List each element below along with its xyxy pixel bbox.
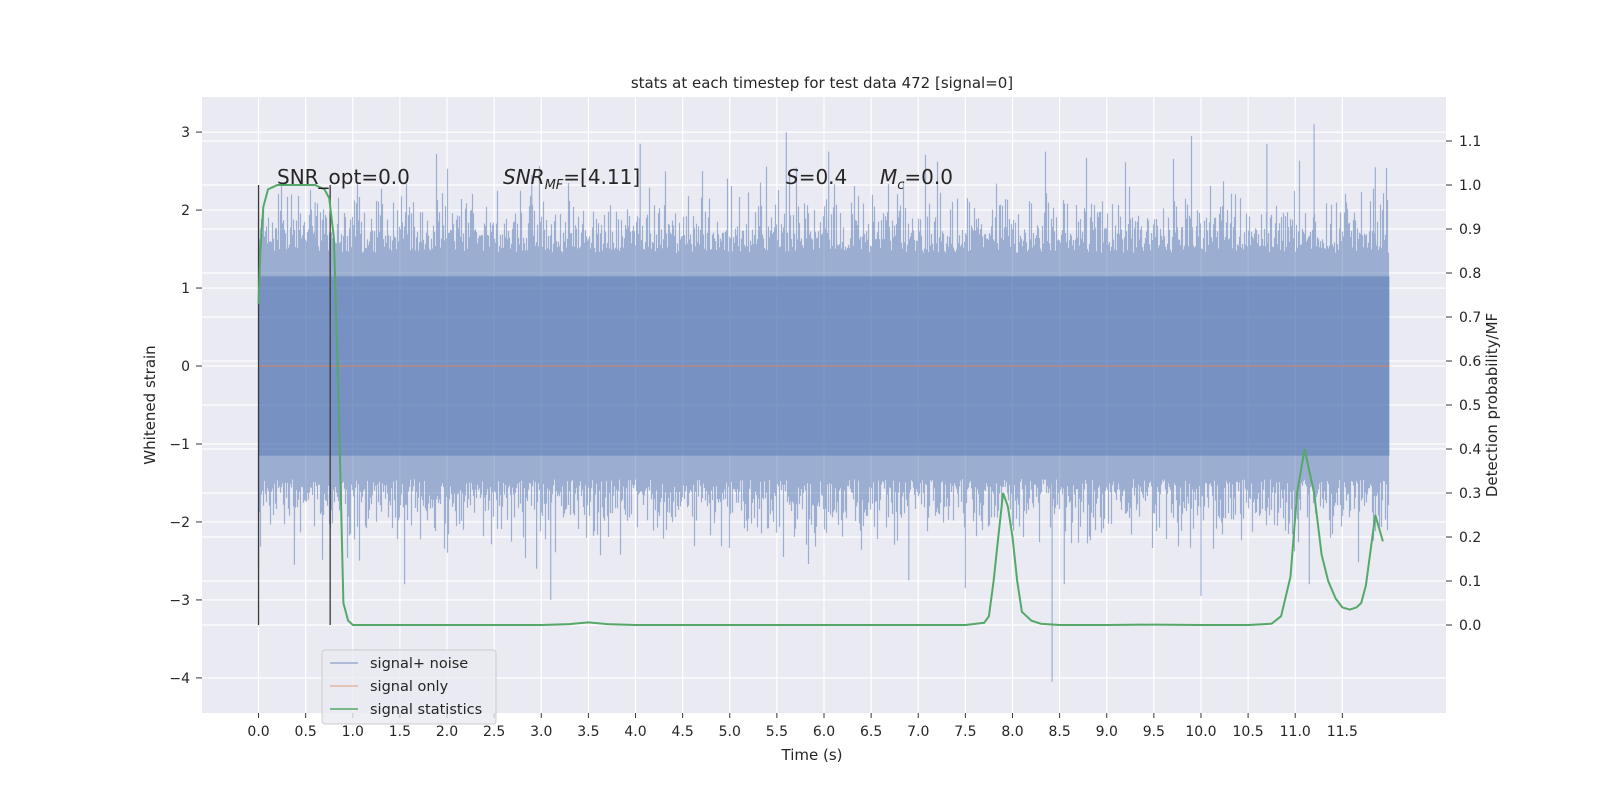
x-tick-label: 4.0 — [624, 724, 646, 740]
x-tick-label: 2.0 — [436, 724, 458, 740]
legend-label-signal-noise: signal+ noise — [370, 656, 468, 672]
legend-label-signal-only: signal only — [370, 679, 449, 695]
x-tick-label: 7.0 — [907, 724, 929, 740]
vertical-markers — [257, 185, 331, 625]
y-tick-label: −3 — [169, 593, 190, 609]
legend-box — [321, 649, 497, 725]
y-tick-label: −1 — [169, 437, 190, 453]
y-tick-label: 0 — [181, 359, 190, 375]
annotation-snr-opt: SNR_opt=0.0 — [277, 165, 410, 189]
y-tick-label: −2 — [169, 515, 190, 531]
y-right-tick-label: 0.4 — [1459, 442, 1481, 458]
y-right-tick-label: 0.9 — [1459, 222, 1481, 238]
x-tick-label: 11.5 — [1327, 724, 1358, 740]
x-tick-label: 3.5 — [577, 724, 599, 740]
annotation-mc: Mc=0.0 — [880, 165, 953, 193]
x-tick-label: 8.5 — [1048, 724, 1070, 740]
y-right-axis-ticks: 0.0 0.1 0.2 0.3 0.4 0.5 0.6 0.7 0.8 0.9 1.0 1.1 — [1446, 134, 1481, 634]
chart-title: stats at each timestep for test data 472… — [631, 74, 1013, 92]
x-tick-label: 7.5 — [954, 724, 976, 740]
y-right-tick-label: 1.0 — [1459, 178, 1481, 194]
x-tick-label: 4.5 — [672, 724, 694, 740]
x-tick-label: 10.0 — [1185, 724, 1216, 740]
annotation-s: S=0.4 — [786, 165, 847, 189]
y-right-tick-label: 0.7 — [1459, 310, 1481, 326]
y-right-tick-label: 0.3 — [1459, 486, 1481, 502]
x-axis-label: Time (s) — [781, 746, 843, 764]
y-right-axis-label: Detection probability/MF — [1483, 313, 1501, 497]
annotation-s-value: =0.4 — [799, 165, 848, 189]
x-tick-label: 0.0 — [247, 724, 269, 740]
x-tick-label: 1.5 — [389, 724, 411, 740]
annotation-mc-value: =0.0 — [904, 165, 953, 189]
y-right-tick-label: 0.2 — [1459, 530, 1481, 546]
annotation-snr-mf-value: =[4.11] — [563, 165, 640, 189]
annotation-snr-mf-symbol: SNR — [503, 165, 545, 189]
signal-statistics-line — [257, 184, 1384, 626]
y-tick-label: 1 — [181, 281, 190, 297]
x-tick-label: 9.5 — [1143, 724, 1165, 740]
y-right-tick-label: 0.1 — [1459, 574, 1481, 590]
annotation-s-symbol: S — [786, 165, 799, 189]
x-tick-label: 0.5 — [295, 724, 317, 740]
y-right-tick-label: 0.0 — [1459, 618, 1481, 634]
x-tick-label: 1.0 — [342, 724, 364, 740]
y-axis-ticks: −4 −3 −2 −1 0 1 2 3 — [169, 125, 202, 687]
x-tick-label: 6.5 — [860, 724, 882, 740]
y-right-tick-label: 0.5 — [1459, 398, 1481, 414]
legend-label-signal-statistics: signal statistics — [370, 702, 482, 718]
x-tick-label: 5.0 — [719, 724, 741, 740]
x-tick-label: 11.0 — [1280, 724, 1311, 740]
x-tick-label: 3.0 — [530, 724, 552, 740]
x-tick-label: 10.5 — [1233, 724, 1264, 740]
x-tick-label: 9.0 — [1096, 724, 1118, 740]
x-tick-label: 8.0 — [1001, 724, 1023, 740]
y-right-tick-label: 0.6 — [1459, 354, 1481, 370]
y-axis-label: Whitened strain — [141, 345, 159, 464]
y-tick-label: 2 — [181, 203, 190, 219]
y-tick-label: 3 — [181, 125, 190, 141]
y-tick-label: −4 — [169, 671, 190, 687]
annotation-mc-subscript: c — [897, 178, 904, 193]
annotation-snr-mf: SNRMF=[4.11] — [503, 165, 640, 193]
y-right-tick-label: 1.1 — [1459, 134, 1481, 150]
y-right-tick-label: 0.8 — [1459, 266, 1481, 282]
x-axis-ticks: 0.0 0.5 1.0 1.5 2.0 2.5 3.0 3.5 4.0 4.5 5.0 5.5 6.0 6… — [247, 713, 1358, 740]
signal-statistics-series — [257, 184, 1384, 626]
annotation-mc-symbol: M — [880, 165, 897, 189]
x-tick-label: 2.5 — [483, 724, 505, 740]
x-tick-label: 5.5 — [766, 724, 788, 740]
x-tick-label: 6.0 — [813, 724, 835, 740]
annotation-snr-mf-subscript: MF — [545, 178, 564, 193]
legend: signal+ noise signal only signal statist… — [321, 649, 497, 725]
